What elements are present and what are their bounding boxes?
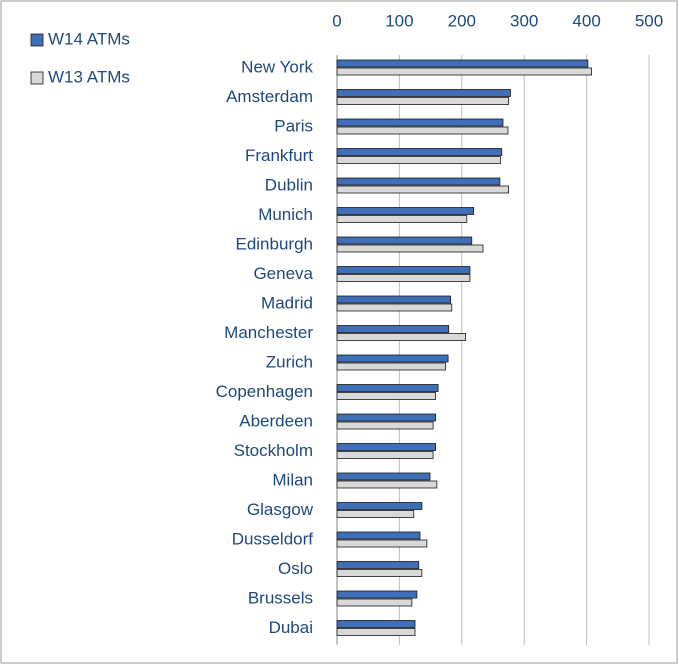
- x-tick-label: 0: [332, 11, 341, 30]
- bar: [336, 148, 503, 156]
- y-tick-label: Copenhagen: [216, 382, 313, 401]
- y-tick-label: Brussels: [248, 588, 313, 607]
- y-tick-label: Dubai: [269, 618, 313, 637]
- bar: [336, 266, 471, 274]
- x-tick-label: 500: [635, 11, 663, 30]
- bar: [336, 561, 420, 569]
- bar: [336, 628, 416, 636]
- bar: [336, 590, 418, 599]
- bar: [336, 362, 446, 371]
- bar: [336, 472, 431, 481]
- bar: [336, 510, 415, 518]
- y-tick-label: Zurich: [266, 352, 313, 371]
- bar: [336, 384, 439, 392]
- x-tick-label: 400: [572, 11, 600, 30]
- bar: [336, 274, 471, 282]
- bar: [336, 539, 428, 548]
- bar: [336, 244, 484, 253]
- bar: [336, 531, 421, 540]
- bar: [336, 67, 592, 76]
- bar: [336, 451, 434, 459]
- bar: [336, 295, 451, 304]
- x-tick-label: 100: [385, 11, 413, 30]
- bar: [336, 413, 436, 422]
- bar: [336, 303, 453, 312]
- bar: [336, 354, 449, 363]
- legend-label: W13 ATMs: [48, 67, 130, 86]
- bar: [336, 207, 475, 215]
- bar: [336, 118, 504, 127]
- bar: [336, 569, 423, 577]
- y-tick-label: Edinburgh: [235, 234, 313, 253]
- bar: [336, 598, 413, 607]
- y-tick-label: New York: [241, 57, 313, 76]
- bar: [336, 421, 434, 430]
- legend-swatch: [30, 71, 44, 85]
- bar: [336, 502, 423, 510]
- y-tick-label: Milan: [272, 470, 313, 489]
- bar: [336, 177, 501, 186]
- y-tick-label: Madrid: [261, 293, 313, 312]
- bar: [336, 236, 473, 245]
- bar: [336, 392, 436, 400]
- bar: [336, 333, 466, 341]
- bar: [336, 620, 416, 628]
- bar: [336, 126, 509, 135]
- bar: [336, 480, 438, 489]
- bar: [336, 97, 510, 105]
- bar: [336, 443, 436, 451]
- y-tick-label: Manchester: [224, 323, 313, 342]
- bar: [336, 89, 511, 97]
- y-tick-label: Oslo: [278, 559, 313, 578]
- legend-swatch: [30, 33, 44, 47]
- bar: [336, 215, 468, 223]
- bar: [336, 156, 501, 164]
- bar: [336, 185, 510, 194]
- y-tick-label: Amsterdam: [226, 87, 313, 106]
- y-tick-label: Aberdeen: [239, 411, 313, 430]
- y-tick-label: Stockholm: [234, 441, 313, 460]
- x-tick-label: 300: [510, 11, 538, 30]
- x-tick-label: 200: [448, 11, 476, 30]
- y-tick-label: Glasgow: [247, 500, 314, 519]
- y-tick-label: Geneva: [253, 264, 313, 283]
- bar: [336, 59, 589, 68]
- y-tick-label: Paris: [274, 116, 313, 135]
- bar: [336, 325, 450, 333]
- y-tick-label: Frankfurt: [245, 146, 313, 165]
- y-tick-label: Dusseldorf: [232, 529, 314, 548]
- legend-label: W14 ATMs: [48, 29, 130, 48]
- y-tick-label: Dublin: [265, 175, 313, 194]
- y-tick-label: Munich: [258, 205, 313, 224]
